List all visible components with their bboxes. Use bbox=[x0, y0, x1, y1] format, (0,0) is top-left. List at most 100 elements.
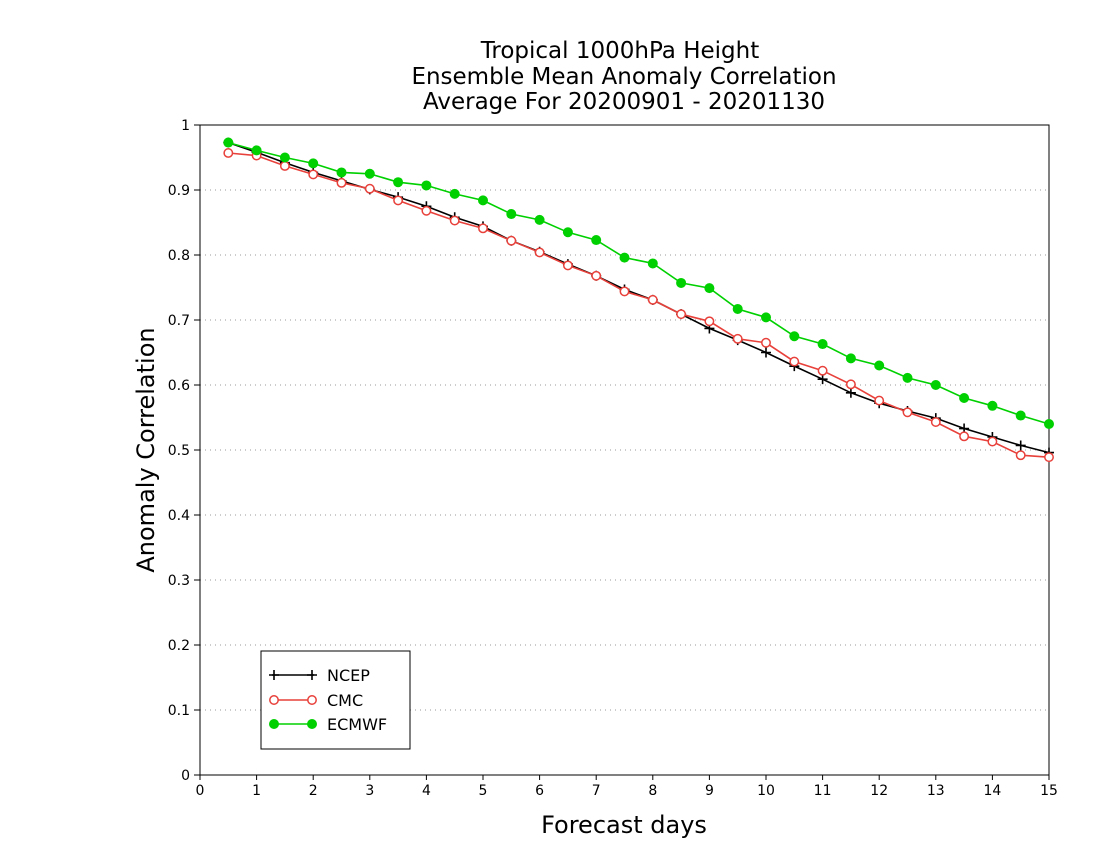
y-tick-label: 0.1 bbox=[168, 703, 190, 719]
data-point-ncep bbox=[845, 387, 856, 398]
series-ecmwf bbox=[223, 137, 1054, 429]
x-tick-label: 6 bbox=[535, 783, 544, 799]
data-point-ecmwf bbox=[279, 152, 290, 163]
data-point-ecmwf bbox=[591, 235, 602, 246]
x-tick-label: 10 bbox=[757, 783, 775, 799]
data-point-ecmwf bbox=[959, 393, 970, 403]
y-tick-label: 0.3 bbox=[168, 573, 190, 589]
y-tick-label: 0.4 bbox=[168, 508, 190, 524]
axes: 00.10.20.30.40.50.60.70.80.910 1 2 3 4 5 6 7 8 9 1… bbox=[168, 118, 1058, 799]
data-point-ecmwf bbox=[732, 303, 743, 314]
data-point-ecmwf bbox=[676, 277, 687, 288]
x-tick-label: 7 bbox=[592, 783, 601, 799]
legend-marker-ncep bbox=[269, 670, 279, 680]
chart-title-line-2: Ensemble Mean Anomaly Correlation bbox=[411, 64, 836, 90]
data-point-ecmwf bbox=[449, 188, 460, 199]
legend-marker-ecmwf bbox=[269, 719, 279, 729]
series-ncep bbox=[223, 137, 1054, 458]
x-axis-label: Forecast days bbox=[541, 811, 707, 839]
x-tick-label: 0 bbox=[196, 783, 205, 799]
data-point-ecmwf bbox=[874, 360, 885, 371]
legend-label-ecmwf: ECMWF bbox=[327, 715, 387, 734]
data-point-ncep bbox=[817, 374, 828, 385]
data-point-ecmwf bbox=[251, 145, 262, 156]
data-point-cmc bbox=[619, 286, 630, 297]
data-point-ecmwf bbox=[478, 195, 488, 206]
legend-item-ecmwf: ECMWF bbox=[269, 715, 387, 734]
data-point-cmc bbox=[591, 270, 602, 281]
data-point-cmc bbox=[959, 431, 970, 442]
chart-title-line-3: Average For 20200901 - 20201130 bbox=[423, 89, 825, 115]
data-point-cmc bbox=[874, 395, 885, 406]
data-point-cmc bbox=[506, 235, 517, 246]
data-point-cmc bbox=[478, 223, 488, 234]
chart-title: Tropical 1000hPa Height Ensemble Mean An… bbox=[411, 38, 836, 115]
data-point-cmc bbox=[930, 417, 941, 427]
x-tick-label: 15 bbox=[1040, 783, 1058, 799]
data-point-ecmwf bbox=[421, 180, 432, 191]
data-point-ecmwf bbox=[789, 331, 800, 342]
y-tick-label: 0.7 bbox=[168, 313, 190, 329]
grid-lines bbox=[200, 189, 1049, 711]
y-axis-label: Anomaly Correlation bbox=[132, 327, 160, 572]
data-point-ecmwf bbox=[223, 137, 234, 148]
data-point-ncep bbox=[1015, 440, 1026, 451]
data-point-ecmwf bbox=[364, 168, 375, 179]
y-tick-label: 0.8 bbox=[168, 248, 190, 264]
x-tick-label: 4 bbox=[422, 783, 431, 799]
data-point-ecmwf bbox=[930, 380, 941, 390]
series-line-ncep bbox=[228, 141, 1050, 454]
legend-item-ncep: NCEP bbox=[269, 666, 370, 685]
data-point-ecmwf bbox=[619, 252, 630, 263]
data-point-cmc bbox=[676, 309, 687, 320]
legend-marker-ecmwf bbox=[307, 719, 317, 729]
data-point-cmc bbox=[1015, 450, 1026, 461]
data-point-ecmwf bbox=[308, 158, 319, 169]
series-layer bbox=[223, 137, 1054, 463]
legend-marker-ncep bbox=[307, 670, 317, 680]
data-point-cmc bbox=[704, 316, 715, 327]
legend-marker-cmc bbox=[307, 695, 317, 705]
data-point-cmc bbox=[732, 333, 743, 344]
data-point-cmc bbox=[279, 161, 290, 171]
data-point-cmc bbox=[789, 356, 800, 367]
data-point-ecmwf bbox=[534, 214, 545, 225]
data-point-ecmwf bbox=[562, 227, 573, 238]
legend-marker-cmc bbox=[269, 695, 279, 705]
data-point-ecmwf bbox=[1044, 419, 1054, 429]
legend-label-ncep: NCEP bbox=[327, 666, 370, 685]
y-tick-label: 0.9 bbox=[168, 183, 190, 199]
data-point-ecmwf bbox=[987, 400, 998, 411]
data-point-cmc bbox=[902, 407, 913, 418]
legend: NCEP CMC ECMWF bbox=[260, 650, 411, 750]
data-point-cmc bbox=[393, 195, 404, 206]
data-point-ecmwf bbox=[336, 167, 347, 178]
data-point-cmc bbox=[449, 215, 460, 226]
data-point-cmc bbox=[308, 169, 319, 180]
x-tick-label: 8 bbox=[648, 783, 657, 799]
data-point-cmc bbox=[364, 183, 375, 194]
data-point-cmc bbox=[562, 260, 573, 271]
x-tick-label: 3 bbox=[365, 783, 374, 799]
data-point-ecmwf bbox=[761, 312, 771, 323]
legend-item-cmc: CMC bbox=[269, 691, 363, 710]
data-point-ncep bbox=[761, 347, 771, 358]
x-tick-label: 13 bbox=[927, 783, 945, 799]
x-tick-label: 9 bbox=[705, 783, 714, 799]
data-point-ecmwf bbox=[1015, 410, 1026, 421]
series-line-cmc bbox=[228, 152, 1050, 458]
data-point-cmc bbox=[845, 379, 856, 390]
data-point-ecmwf bbox=[393, 177, 404, 188]
x-tick-label: 5 bbox=[479, 783, 488, 799]
chart-title-line-1: Tropical 1000hPa Height bbox=[480, 38, 760, 64]
data-point-ecmwf bbox=[704, 283, 715, 294]
x-tick-label: 11 bbox=[814, 783, 832, 799]
data-point-cmc bbox=[647, 294, 658, 305]
data-point-ecmwf bbox=[845, 353, 856, 364]
data-point-cmc bbox=[1044, 452, 1054, 463]
data-point-ecmwf bbox=[647, 258, 658, 269]
x-tick-label: 2 bbox=[309, 783, 318, 799]
data-point-cmc bbox=[987, 436, 998, 447]
data-point-cmc bbox=[336, 177, 347, 188]
